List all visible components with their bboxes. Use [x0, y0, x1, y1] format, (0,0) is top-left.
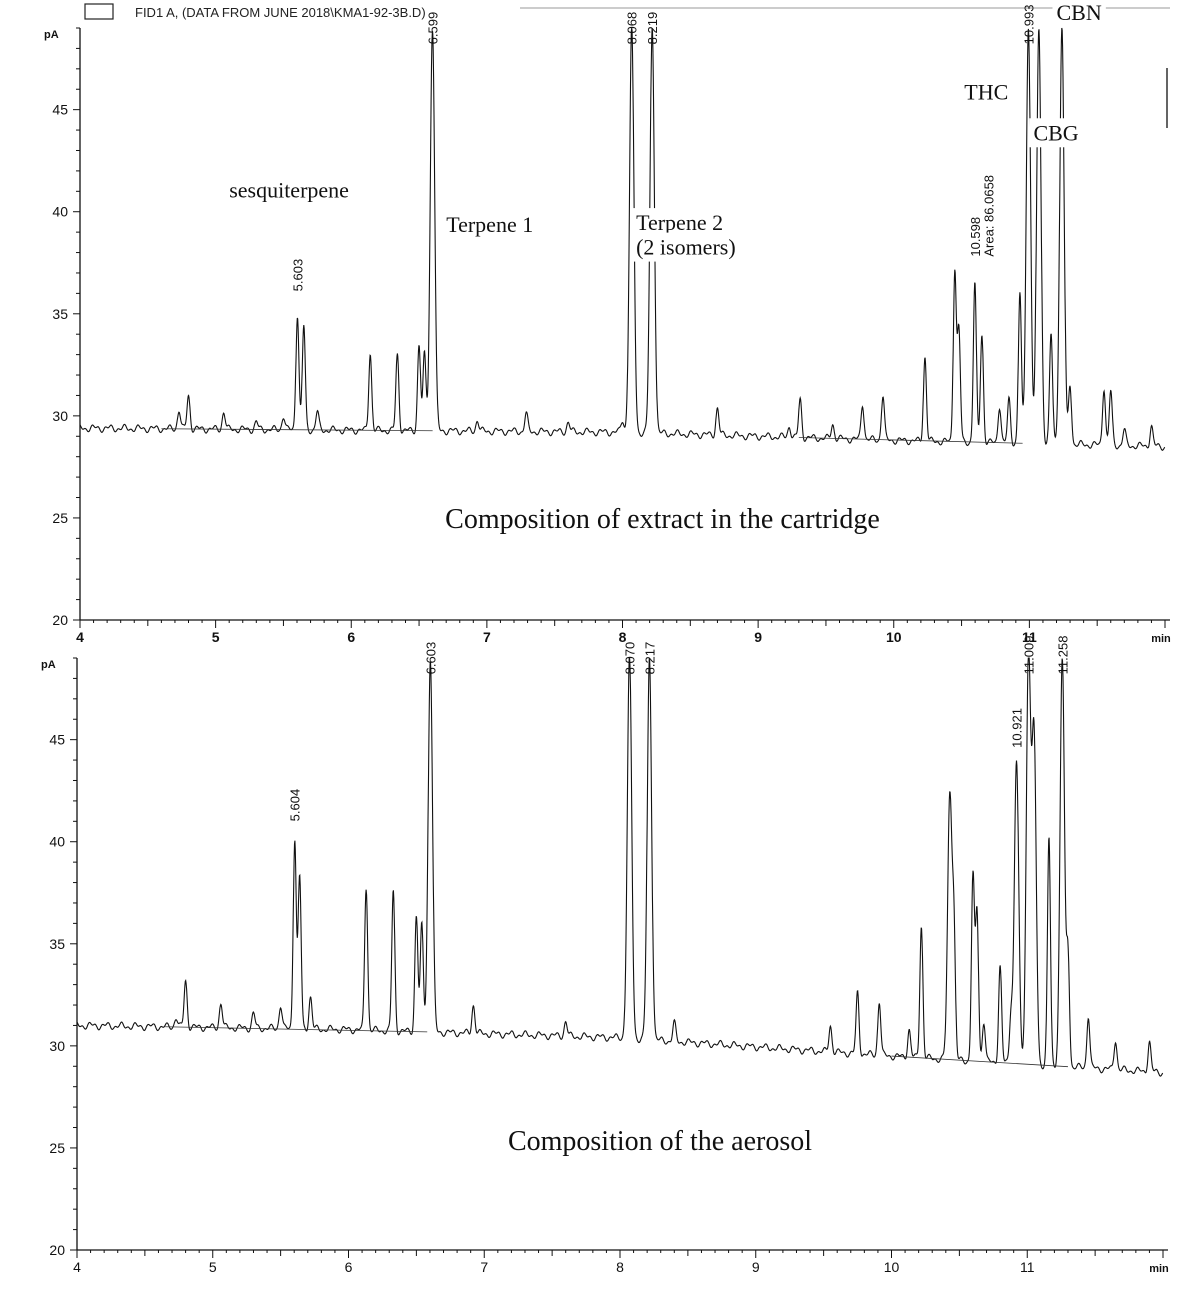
retention-time-label: 8.219	[645, 12, 660, 45]
peak-annotation: THC	[964, 79, 1008, 104]
x-unit-label: min	[1149, 1263, 1169, 1275]
file-label: FID1 A, (DATA FROM JUNE 2018\KMA1-92-3B.…	[135, 5, 426, 20]
retention-time-label: Area: 86.0658	[982, 175, 997, 257]
x-tick-label: 6	[345, 1259, 353, 1275]
legend-box	[84, 3, 114, 20]
retention-time-label: 10.921	[1010, 708, 1025, 748]
retention-time-label: 10.993	[1021, 5, 1036, 45]
y-tick-label: 45	[52, 102, 68, 118]
x-tick-label: 11	[1022, 629, 1037, 645]
y-tick-label: 30	[49, 1038, 65, 1054]
y-tick-label: 30	[52, 408, 68, 424]
y-tick-label: 25	[52, 510, 68, 526]
retention-time-label: 5.604	[288, 789, 303, 822]
y-tick-label: 45	[49, 732, 65, 748]
peak-annotation: Terpene 2	[636, 210, 723, 235]
x-tick-label: 9	[752, 1259, 760, 1275]
x-tick-label: 7	[483, 629, 491, 645]
x-tick-label: 10	[886, 629, 902, 645]
y-tick-label: 40	[52, 204, 68, 220]
retention-time-label: 8.217	[642, 642, 657, 675]
peak-annotation: (2 isomers)	[636, 235, 736, 260]
y-tick-label: 35	[52, 306, 68, 322]
retention-time-label: 8.068	[625, 12, 640, 45]
x-tick-label: 9	[754, 629, 762, 645]
y-tick-label: 20	[52, 612, 68, 628]
y-tick-label: 35	[49, 936, 65, 952]
integration-baseline	[165, 1026, 428, 1033]
retention-time-label: 8.070	[623, 642, 638, 675]
annotation-backdrop	[632, 208, 728, 238]
x-tick-label: 4	[76, 629, 84, 645]
annotation-backdrop	[225, 175, 353, 205]
annotation-backdrop	[632, 232, 740, 262]
peak-annotation: CBN	[1057, 0, 1102, 25]
y-unit-label: pA	[44, 29, 59, 41]
retention-time-label: 11.258	[1055, 636, 1070, 675]
x-tick-label: 11	[1020, 1259, 1035, 1275]
panel-caption: Composition of extract in the cartridge	[445, 504, 880, 535]
integration-baseline	[891, 1055, 1068, 1068]
y-tick-label: 20	[49, 1242, 65, 1258]
x-tick-label: 10	[884, 1259, 900, 1275]
retention-time-label: 5.603	[290, 259, 305, 292]
x-tick-label: 4	[73, 1259, 81, 1275]
peak-annotation: Terpene 1	[446, 212, 533, 237]
x-unit-label: min	[1151, 633, 1171, 645]
x-tick-label: 5	[212, 629, 220, 645]
annotation-backdrop	[1029, 118, 1083, 148]
x-tick-label: 6	[347, 629, 355, 645]
peak-annotation: sesquiterpene	[229, 177, 349, 202]
panel-caption: Composition of the aerosol	[508, 1126, 812, 1157]
retention-time-label: 6.603	[423, 642, 438, 675]
peak-annotation: CBG	[1033, 120, 1078, 145]
annotation-backdrop	[960, 77, 1013, 107]
x-tick-label: 8	[616, 1259, 624, 1275]
retention-time-label: 10.598	[968, 217, 983, 257]
signal-trace	[76, 657, 1164, 1077]
signal-trace	[79, 27, 1166, 451]
x-tick-label: 7	[480, 1259, 488, 1275]
retention-time-label: 11.009	[1021, 636, 1036, 675]
integration-baseline	[161, 428, 433, 432]
retention-time-label: 6.599	[425, 12, 440, 45]
x-tick-label: 5	[209, 1259, 217, 1275]
y-unit-label: pA	[41, 659, 56, 671]
integration-baseline	[798, 437, 1023, 444]
y-tick-label: 25	[49, 1140, 65, 1156]
annotation-backdrop	[1052, 0, 1106, 27]
x-tick-label: 8	[619, 629, 627, 645]
y-tick-label: 40	[49, 834, 65, 850]
annotation-backdrop	[442, 210, 538, 240]
